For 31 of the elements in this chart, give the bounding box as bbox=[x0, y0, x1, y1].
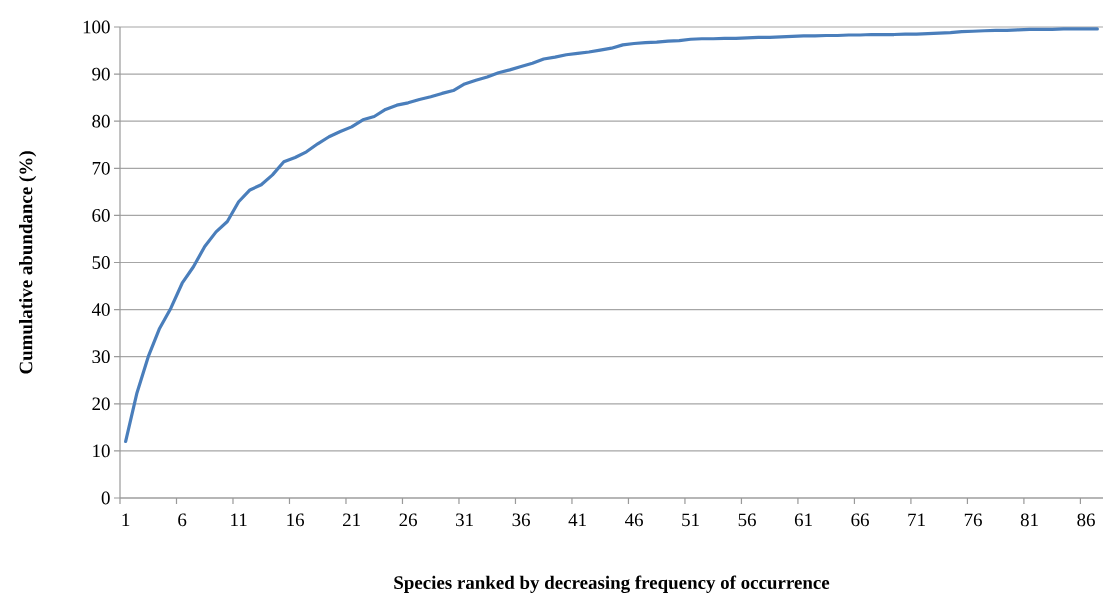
x-axis-title: Species ranked by decreasing frequency of occurrence bbox=[394, 575, 830, 594]
y-tick-label: 20 bbox=[92, 397, 110, 411]
y-tick-label: 30 bbox=[92, 350, 110, 364]
x-tick-label: 81 bbox=[1020, 513, 1038, 527]
y-tick-label: 90 bbox=[92, 67, 110, 81]
x-tick-label: 56 bbox=[738, 513, 756, 527]
x-tick-label: 1 bbox=[122, 513, 130, 527]
y-tick-label: 40 bbox=[91, 303, 110, 316]
x-tick-label: 41 bbox=[568, 513, 586, 527]
x-tick-label: 31 bbox=[456, 513, 473, 527]
x-tick-label: 26 bbox=[399, 513, 418, 527]
y-tick-label: 70 bbox=[92, 161, 110, 175]
x-tick-label: 66 bbox=[851, 513, 869, 527]
x-tick-label: 71 bbox=[908, 513, 925, 527]
x-tick-label: 21 bbox=[342, 513, 360, 527]
y-tick-label: 0 bbox=[101, 491, 110, 505]
y-tick-label: 50 bbox=[92, 256, 110, 269]
x-tick-label: 11 bbox=[231, 513, 247, 527]
y-tick-label: 100 bbox=[83, 20, 110, 34]
y-tick-label: 10 bbox=[93, 444, 110, 458]
x-tick-label: 6 bbox=[178, 513, 187, 527]
x-tick-label: 61 bbox=[794, 513, 812, 527]
x-tick-label: 86 bbox=[1077, 513, 1095, 527]
x-tick-label: 16 bbox=[287, 513, 305, 527]
x-tick-label: 51 bbox=[682, 513, 699, 527]
x-tick-label: 46 bbox=[625, 513, 643, 527]
x-tick-label: 36 bbox=[512, 513, 530, 527]
y-axis-title: Cumulative abundance (%) bbox=[19, 151, 37, 374]
y-tick-label: 60 bbox=[92, 209, 110, 222]
y-tick-label: 80 bbox=[92, 114, 110, 128]
x-tick-label: 76 bbox=[964, 513, 982, 527]
